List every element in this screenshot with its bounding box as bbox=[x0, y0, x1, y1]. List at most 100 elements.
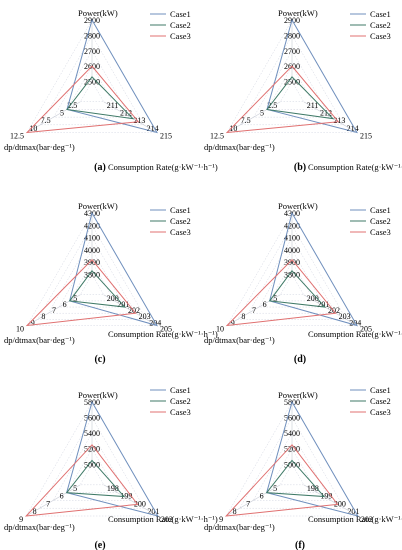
tick-label: 6 bbox=[60, 492, 64, 501]
tick-label: 9 bbox=[31, 318, 35, 327]
grid-ring bbox=[37, 224, 147, 320]
grid-ring bbox=[69, 261, 115, 302]
tick-label: 199 bbox=[320, 492, 332, 501]
tick-label: 9 bbox=[231, 318, 235, 327]
tick-label: 214 bbox=[347, 124, 359, 133]
tick-label: 214 bbox=[147, 124, 159, 133]
tick-label: 4100 bbox=[84, 234, 100, 243]
grid-ring bbox=[26, 212, 158, 326]
legend-label-case1: Case1 bbox=[170, 205, 191, 215]
tick-label: 8 bbox=[41, 312, 45, 321]
series-case1 bbox=[266, 18, 358, 134]
tick-label: 211 bbox=[107, 101, 119, 110]
axis-title-consumption: Consumption Rate(g·kW⁻¹·h⁻¹) bbox=[308, 329, 402, 339]
axis-title-consumption: Consumption Rate(g·kW⁻¹·h⁻¹) bbox=[308, 162, 402, 172]
tick-label: 201 bbox=[317, 300, 329, 309]
tick-label: 3800 bbox=[284, 271, 300, 280]
tick-label: 8 bbox=[233, 507, 237, 516]
axis-line bbox=[103, 294, 158, 326]
axis-title-power: Power(kW) bbox=[278, 201, 318, 211]
axis-title-dpdt: dp/dtmax(bar·deg⁻¹) bbox=[4, 142, 75, 152]
axis-title-consumption: Consumption Rate(g·kW⁻¹·h⁻¹) bbox=[108, 162, 218, 172]
axis-title-dpdt: dp/dtmax(bar·deg⁻¹) bbox=[204, 142, 275, 152]
panel-label: (c) bbox=[94, 354, 105, 365]
tick-label: 211 bbox=[307, 101, 319, 110]
grid-ring bbox=[26, 19, 158, 133]
axis-line bbox=[26, 294, 81, 326]
tick-label: 2700 bbox=[84, 47, 100, 56]
tick-label: 215 bbox=[360, 132, 372, 141]
axis-title-dpdt: dp/dtmax(bar·deg⁻¹) bbox=[204, 335, 275, 345]
grid-ring bbox=[66, 448, 118, 493]
tick-label: 201 bbox=[147, 507, 159, 516]
tick-label: 4200 bbox=[84, 221, 100, 230]
grid-ring bbox=[266, 448, 318, 493]
tick-label: 7 bbox=[52, 306, 56, 315]
legend-label-case2: Case2 bbox=[170, 20, 191, 30]
grid-ring bbox=[79, 274, 105, 295]
tick-label: 213 bbox=[333, 116, 345, 125]
tick-label: 4000 bbox=[284, 246, 300, 255]
tick-label: 5 bbox=[273, 484, 277, 493]
panel-label: (b) bbox=[294, 162, 306, 173]
axis-title-power: Power(kW) bbox=[278, 390, 318, 400]
grid-ring bbox=[269, 261, 315, 302]
series-case2 bbox=[268, 270, 327, 308]
axis-line bbox=[26, 101, 81, 133]
tick-label: 4100 bbox=[284, 234, 300, 243]
tick-label: 212 bbox=[120, 108, 132, 117]
radar-panel-b: 250026002700280029002112122132142152.557… bbox=[204, 8, 402, 173]
series-case3 bbox=[25, 258, 137, 327]
axis-title-consumption: Consumption Rate(g·kW⁻¹·h⁻¹) bbox=[108, 514, 218, 524]
series-case1 bbox=[69, 211, 158, 327]
tick-label: 5000 bbox=[84, 460, 100, 469]
tick-label: 3800 bbox=[84, 271, 100, 280]
tick-label: 200 bbox=[307, 294, 319, 303]
legend-label-case1: Case1 bbox=[370, 9, 391, 19]
tick-label: 6 bbox=[263, 300, 267, 309]
tick-label: 8 bbox=[33, 507, 37, 516]
tick-label: 7 bbox=[46, 499, 50, 508]
grid-ring bbox=[53, 50, 131, 118]
axis-line bbox=[303, 101, 358, 133]
legend-label-case1: Case1 bbox=[170, 9, 191, 19]
series-case2 bbox=[65, 459, 126, 498]
tick-label: 213 bbox=[133, 116, 145, 125]
tick-label: 203 bbox=[339, 312, 351, 321]
tick-label: 2800 bbox=[84, 31, 100, 40]
series-case2 bbox=[266, 76, 335, 120]
tick-label: 12.5 bbox=[10, 132, 24, 141]
series-case2 bbox=[66, 76, 135, 120]
series-case3 bbox=[225, 65, 340, 134]
tick-label: 7 bbox=[252, 306, 256, 315]
radar-panel-c: 3800390040004100420043002002012022032042… bbox=[4, 201, 218, 365]
tick-label: 10 bbox=[16, 325, 24, 334]
tick-label: 10 bbox=[216, 325, 224, 334]
series-case1 bbox=[66, 400, 159, 517]
tick-label: 205 bbox=[360, 325, 372, 334]
tick-label: 198 bbox=[107, 484, 119, 493]
panel-label: (d) bbox=[294, 354, 306, 365]
axis-line bbox=[226, 294, 281, 326]
axis-line bbox=[226, 484, 281, 517]
legend-label-case2: Case2 bbox=[370, 396, 391, 406]
radar-panel-e: 5000520054005600580019819920020120256789… bbox=[4, 385, 218, 550]
axis-line bbox=[303, 294, 358, 326]
legend-label-case1: Case1 bbox=[370, 205, 391, 215]
tick-label: 215 bbox=[160, 132, 172, 141]
tick-label: 7 bbox=[246, 499, 250, 508]
tick-label: 198 bbox=[307, 484, 319, 493]
tick-label: 205 bbox=[160, 325, 172, 334]
grid-ring bbox=[226, 212, 358, 326]
tick-label: 5400 bbox=[84, 429, 100, 438]
axis-title-power: Power(kW) bbox=[78, 390, 118, 400]
legend-label-case2: Case2 bbox=[370, 20, 391, 30]
tick-label: 5200 bbox=[84, 445, 100, 454]
tick-label: 5 bbox=[60, 108, 64, 117]
tick-label: 2800 bbox=[284, 31, 300, 40]
grid-ring bbox=[79, 81, 105, 102]
tick-label: 200 bbox=[107, 294, 119, 303]
series-case1 bbox=[66, 18, 158, 134]
